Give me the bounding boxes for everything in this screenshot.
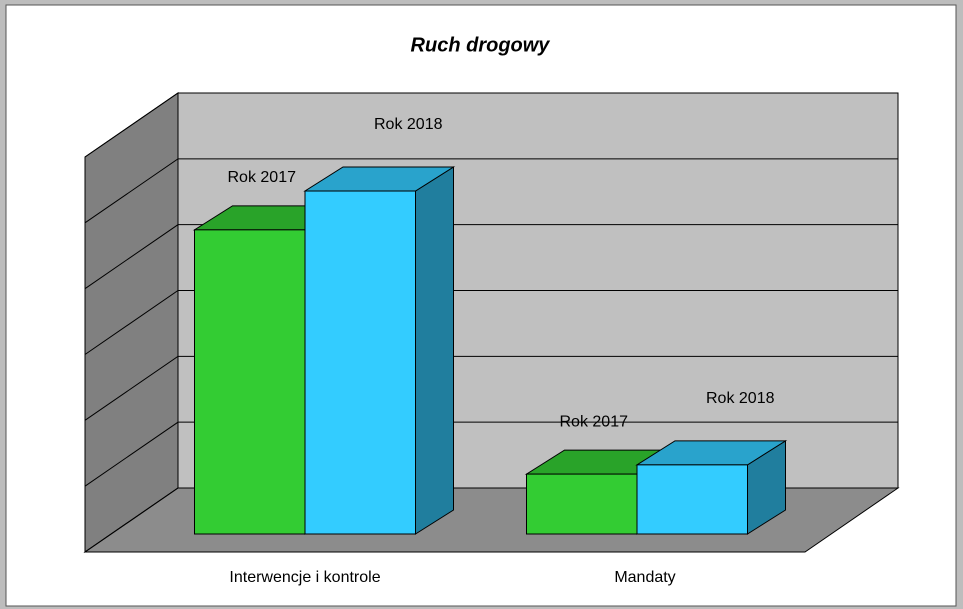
- bar: [526, 473, 638, 535]
- grid-line: [84, 92, 898, 158]
- x-tick-label: Interwencje i kontrole: [229, 569, 380, 586]
- series-label: Rok 2017: [228, 169, 297, 186]
- grid-line: [84, 290, 898, 355]
- x-tick-label: Mandaty: [614, 569, 675, 586]
- bar: [304, 190, 416, 535]
- bar-side: [415, 166, 454, 535]
- grid-line: [84, 158, 898, 224]
- bar: [636, 464, 748, 535]
- grid-line: [84, 224, 898, 290]
- grid-line: [84, 355, 898, 421]
- series-label: Rok 2018: [706, 390, 775, 407]
- chart-title: Ruch drogowy: [411, 34, 551, 56]
- series-label: Rok 2018: [374, 116, 443, 133]
- grid-line: [84, 421, 898, 487]
- series-label: Rok 2017: [560, 413, 629, 430]
- bar: [194, 229, 306, 535]
